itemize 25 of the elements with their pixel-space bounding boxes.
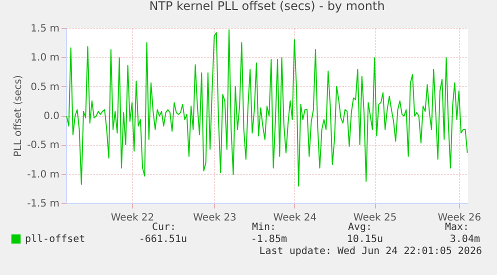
x-tick-label: Week 23 [193, 212, 236, 224]
x-tick-label: Week 26 [438, 212, 482, 224]
y-tick-label: 1.0 m [30, 52, 60, 64]
text: 3.04m [450, 234, 480, 245]
text: Max: [444, 222, 470, 233]
y-tick-label: 1.5 m [30, 24, 60, 34]
y-tick-label: -0.5 m [27, 140, 60, 152]
text: 10.15u [346, 234, 383, 245]
text: Cur: [152, 222, 176, 233]
x-tick-label: Week 25 [353, 212, 397, 224]
y-tick-label: -1.5 m [27, 198, 60, 210]
text: -661.51u [138, 234, 187, 245]
chart-title: NTP kernel PLL offset (secs) - by month [149, 0, 385, 13]
y-tick-label: -1.0 m [27, 169, 60, 180]
y-axis-title: PLL offset (secs) [13, 75, 24, 157]
legend-label: pll-offset [25, 234, 86, 245]
y-tick-label: 0.0 [44, 111, 60, 122]
text: Last update: Wed Jun 24 22:01:05 2026 [259, 246, 482, 257]
line-series [66, 29, 468, 187]
x-tick-label: Week 24 [273, 212, 317, 224]
text: Min: [252, 222, 276, 233]
x-tick-label: Week 22 [110, 212, 154, 224]
text: Avg: [348, 222, 372, 233]
y-tick-label: 0.5 m [30, 82, 60, 93]
text: -1.85m [250, 234, 287, 245]
